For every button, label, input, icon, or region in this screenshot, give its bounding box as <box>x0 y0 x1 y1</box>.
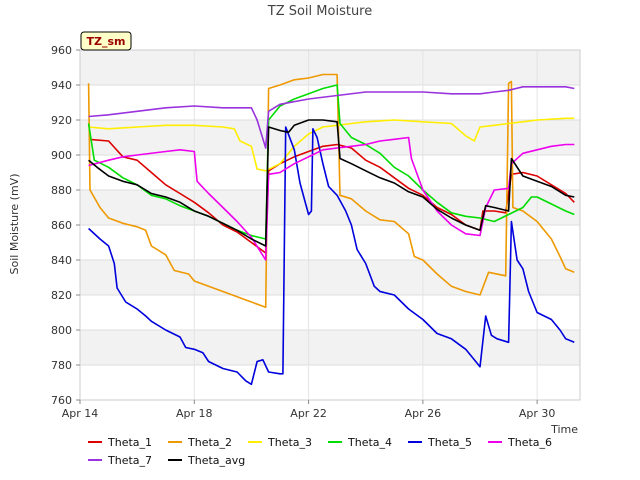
series-lines <box>87 73 575 386</box>
x-axis-label: Time <box>550 423 578 436</box>
legend-item-theta-7: Theta_7 <box>88 454 152 467</box>
x-tick-label: Apr 26 <box>405 407 442 420</box>
legend-label: Theta_3 <box>267 436 312 449</box>
series-line-theta-6 <box>88 136 575 261</box>
y-axis-ticks: 760 780 800 820 840 860 880 900 920 940 960 <box>51 44 80 407</box>
legend-label: Theta_4 <box>347 436 392 449</box>
plot-band <box>80 260 580 295</box>
series-line-theta-4 <box>87 84 575 240</box>
plot-band <box>80 50 580 85</box>
legend-item-theta-avg: Theta_avg <box>168 454 245 467</box>
y-tick-label: 920 <box>51 114 72 127</box>
x-axis-ticks: Apr 14 Apr 18 Apr 22 Apr 26 Apr 30 <box>62 400 556 420</box>
chart-title: TZ Soil Moisture <box>267 4 373 19</box>
y-tick-label: 820 <box>51 289 72 302</box>
y-tick-label: 800 <box>51 324 72 337</box>
x-tick-label: Apr 14 <box>62 407 99 420</box>
legend-label: Theta_2 <box>187 436 232 449</box>
badge-label: TZ_sm <box>87 35 126 48</box>
legend-item-theta-4: Theta_4 <box>328 436 392 449</box>
y-tick-label: 960 <box>51 44 72 57</box>
legend: Theta_1 Theta_2 Theta_3 Theta_4 Theta_5 Theta… <box>88 436 552 467</box>
series-line-theta-avg <box>88 119 575 247</box>
plot-bands <box>80 50 580 365</box>
tz-badge: TZ_sm <box>80 31 132 51</box>
x-tick-label: Apr 22 <box>290 407 327 420</box>
y-tick-label: 840 <box>51 254 72 267</box>
legend-label: Theta_7 <box>107 454 152 467</box>
legend-label: Theta_5 <box>427 436 472 449</box>
series-line-theta-5 <box>88 126 575 386</box>
plot-band <box>80 190 580 225</box>
y-tick-label: 860 <box>51 219 72 232</box>
legend-label: Theta_1 <box>107 436 152 449</box>
x-tick-label: Apr 30 <box>519 407 556 420</box>
series-line-theta-3 <box>88 117 575 172</box>
legend-item-theta-5: Theta_5 <box>408 436 472 449</box>
plot-band <box>80 330 580 365</box>
legend-label: Theta_6 <box>507 436 552 449</box>
y-tick-label: 880 <box>51 184 72 197</box>
y-tick-label: 940 <box>51 79 72 92</box>
series-line-theta-1 <box>88 138 575 254</box>
y-tick-label: 900 <box>51 149 72 162</box>
y-tick-label: 780 <box>51 359 72 372</box>
series-line-theta-7 <box>88 86 575 149</box>
legend-item-theta-2: Theta_2 <box>168 436 232 449</box>
x-tick-label: Apr 18 <box>176 407 213 420</box>
legend-label: Theta_avg <box>187 454 245 467</box>
y-axis-label: Soil Moisture (mV) <box>8 174 21 275</box>
badge-box <box>80 31 132 51</box>
legend-item-theta-1: Theta_1 <box>88 436 152 449</box>
legend-item-theta-3: Theta_3 <box>248 436 312 449</box>
legend-item-theta-6: Theta_6 <box>488 436 552 449</box>
y-tick-label: 760 <box>51 394 72 407</box>
